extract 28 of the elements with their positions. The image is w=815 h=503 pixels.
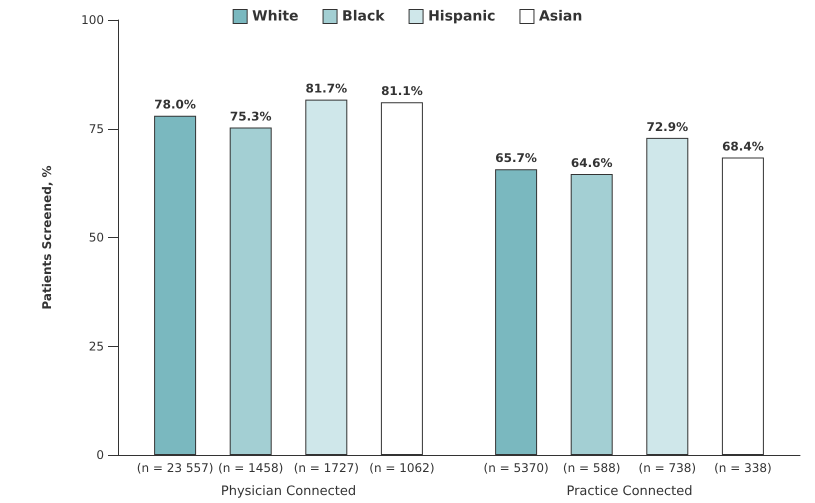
text: (n = 738) [638,461,696,475]
text: (n = 338) [714,461,772,475]
data-label: 68.4% [722,139,764,154]
text: (n = 588) [562,461,620,475]
y-tick-label: 50 [88,230,104,244]
y-tick-label: 0 [96,448,104,462]
y-tick-label: 25 [88,339,104,354]
legend-label: Asian [538,8,582,24]
data-label: 64.6% [570,156,613,170]
data-label: 65.7% [495,151,537,166]
data-label: 72.9% [646,120,688,134]
text: (n = 1458) [218,461,284,475]
y-axis-title: Patients Screened, % [40,165,54,310]
x-tick-label: Physician Connected [220,484,356,499]
data-label: 75.3% [230,109,272,124]
y-tick-label: 75 [88,122,104,136]
data-label: 81.1% [381,84,423,98]
legend-label: Hispanic [428,8,496,24]
text: (n = 1727) [294,461,359,475]
text: (n = 5370) [484,461,549,475]
text: (n = 23 557) [136,461,214,475]
data-label: 78.0% [154,98,196,112]
x-tick-label: Practice Connected [566,484,693,499]
legend-label: White [252,8,299,24]
y-tick-label: 100 [81,13,104,27]
legend-label: Black [342,8,386,24]
text: (n = 1062) [369,461,434,475]
data-label: 81.7% [305,82,348,96]
